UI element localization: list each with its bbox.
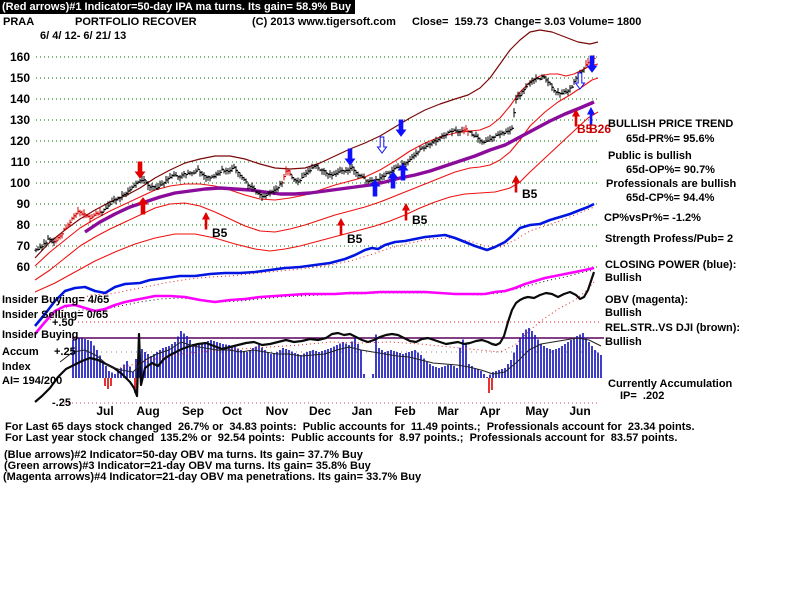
obv-status: Bullish [605,307,642,319]
public-line: Public is bullish [608,150,692,162]
indicator-legend-blue: (Blue arrows)#2 Indicator=50-day OBV ma … [4,449,363,461]
svg-text:B26: B26 [589,122,611,136]
y-axis-label: 130 [9,112,30,127]
svg-text:B5: B5 [577,122,593,136]
pr-value: 65d-PR%= 95.6% [626,133,715,145]
month-label: Jan [351,404,373,418]
svg-text:B5: B5 [212,226,228,240]
y-axis-label: 160 [9,49,30,64]
op-value: 65d-OP%= 90.7% [626,164,715,176]
month-label: Dec [308,404,331,418]
insider-buying-count: Insider Buying= 4/65 [2,294,110,306]
obv-label: OBV (magenta): [605,294,689,306]
cp-vs-pr: CP%vsPr%= -1.2% [604,212,701,224]
minus-25-label: -.25 [52,397,71,409]
ticker-symbol: PRAA [3,16,35,28]
footer-line-65days: For Last 65 days stock changed 26.7% or … [5,421,695,433]
cp-value: 65d-CP%= 94.4% [626,192,715,204]
month-label: Apr [479,404,501,418]
prof-line: Professionals are bullish [606,178,737,190]
insider-selling-count: Insider Selling= 0/65 [2,309,109,321]
index-label: Index [2,361,31,373]
company-name: PORTFOLIO RECOVER [75,16,197,28]
month-label: Nov [265,404,289,418]
y-axis-label: 70 [16,238,30,253]
y-axis-label: 120 [9,133,30,148]
indicator-legend-magenta: (Magenta arrows)#4 Indicator=21-day OBV … [3,471,422,483]
closing-power-label: CLOSING POWER (blue): [605,259,737,271]
strength-line: Strength Profess/Pub= 2 [605,233,734,245]
plus-50-label: +.50 [52,317,74,329]
y-axis-label: 150 [9,70,30,85]
quote-line: Close= 159.73 Change= 3.03 Volume= 1800 [412,16,642,28]
svg-text:B5: B5 [412,213,428,227]
footer-line-year: For Last year stock changed 135.2% or 92… [5,432,678,444]
month-label: Feb [394,404,416,418]
y-axis-label: 100 [9,175,30,190]
plus-25-label: +.25 [54,346,76,358]
svg-text:B5: B5 [347,232,363,246]
closing-power-status: Bullish [605,272,642,284]
relstr-label: REL.STR..VS DJI (brown): [605,322,741,334]
insider-buying-label: Insider Buying [2,329,79,341]
ip-value: IP= .202 [620,390,665,402]
y-axis-label: 80 [16,217,30,232]
month-label: May [525,404,549,418]
y-axis-label: 140 [9,91,30,106]
month-label: Mar [437,404,459,418]
ai-value: AI= 194/200 [2,375,63,387]
date-range: 6/ 4/ 12- 6/ 21/ 13 [40,30,127,42]
month-label: Sep [181,404,204,418]
accum-label: Accum [2,346,39,358]
indicator-legend-green: (Green arrows)#3 Indicator=21-day OBV ma… [4,460,371,472]
trend-title: BULLISH PRICE TREND [608,118,734,130]
svg-text:B5: B5 [522,187,538,201]
y-axis-label: 60 [16,259,30,274]
y-axis-label: 110 [10,154,30,169]
accum-currently-line: Currently Accumulation [608,378,733,390]
relstr-status: Bullish [605,336,642,348]
indicator-legend-red: (Red arrows)#1 Indicator=50-day IPA ma t… [0,0,356,14]
month-label: Jul [96,404,114,418]
month-label: Aug [136,404,160,418]
y-axis-label: 90 [16,196,30,211]
month-label: Oct [221,404,242,418]
month-label: Jun [569,404,591,418]
copyright: (C) 2013 www.tigersoft.com [252,16,396,28]
